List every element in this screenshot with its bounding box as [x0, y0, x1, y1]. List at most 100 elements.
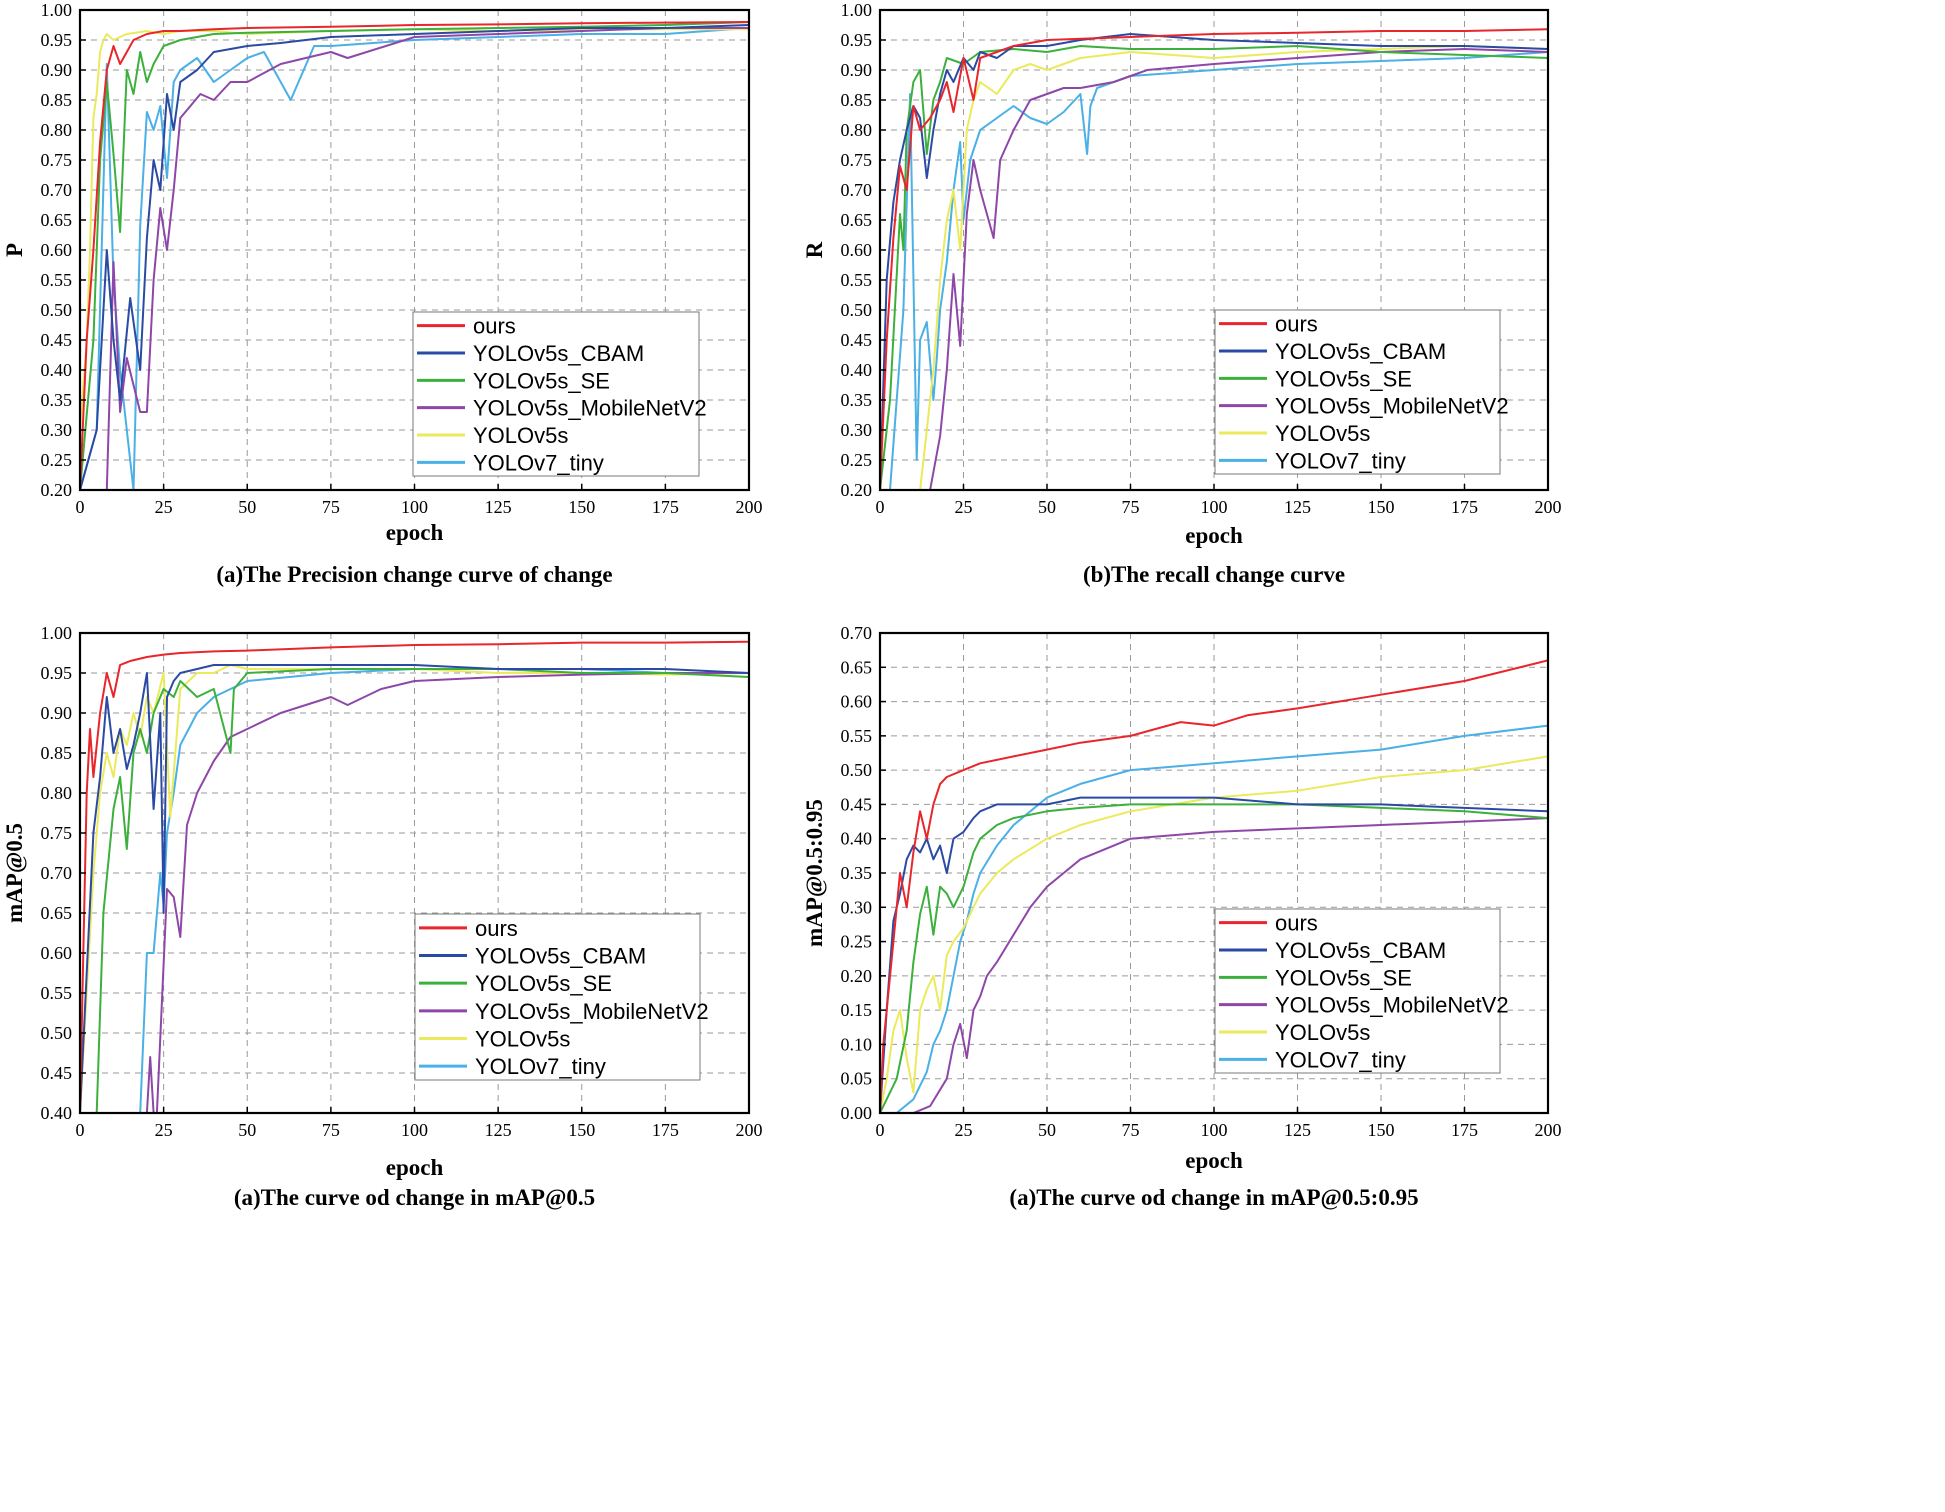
- y-tick-label: 0.20: [41, 480, 73, 500]
- x-tick-label: 125: [1284, 497, 1311, 517]
- plot-frame: [878, 8, 1550, 492]
- x-tick-label: 0: [76, 1120, 85, 1140]
- y-tick-label: 0.55: [841, 270, 873, 290]
- y-tick-label: 0.60: [41, 240, 73, 260]
- series-line-YOLOv5s_SE: [80, 21, 749, 490]
- legend-label: YOLOv5s_CBAM: [473, 341, 644, 366]
- y-tick-label: 0.30: [841, 420, 873, 440]
- x-tick-label: 150: [568, 497, 595, 517]
- y-tick-label: 0.35: [841, 863, 873, 883]
- x-tick-label: 50: [1038, 497, 1056, 517]
- series-line-ours: [80, 21, 749, 490]
- y-tick-label: 0.40: [841, 360, 873, 380]
- legend-label: YOLOv5s_MobileNetV2: [1275, 394, 1509, 419]
- y-tick-label: 0.60: [841, 692, 873, 712]
- series-line-YOLOv5s_MobileNetV2: [880, 48, 1548, 490]
- y-tick-label: 0.60: [841, 240, 873, 260]
- x-axis-title: epoch: [1185, 1148, 1243, 1173]
- legend-label: ours: [1275, 911, 1318, 936]
- x-tick-label: 75: [1122, 497, 1140, 517]
- y-axis-title: mAP@0.5: [2, 823, 28, 923]
- y-tick-label: 0.65: [841, 210, 873, 230]
- y-tick-label: 1.00: [41, 623, 73, 643]
- y-tick-label: 0.55: [41, 983, 73, 1003]
- plot-frame: [78, 631, 751, 1115]
- legend-label: YOLOv7_tiny: [475, 1054, 606, 1079]
- y-tick-label: 0.95: [41, 663, 73, 683]
- legend: oursYOLOv5s_CBAMYOLOv5s_SEYOLOv5s_Mobile…: [1214, 908, 1509, 1074]
- x-tick-label: 175: [1451, 497, 1478, 517]
- chart-caption: (b)The recall change curve: [1083, 562, 1345, 587]
- plot-frame: [78, 8, 751, 492]
- legend-label: YOLOv5s: [475, 1027, 570, 1052]
- y-tick-label: 0.40: [41, 360, 73, 380]
- y-tick-label: 0.55: [41, 270, 73, 290]
- x-tick-label: 75: [322, 497, 340, 517]
- series-line-ours: [80, 640, 749, 1113]
- series-line-YOLOv5s_SE: [880, 45, 1548, 490]
- y-tick-label: 0.25: [41, 450, 73, 470]
- series-line-YOLOv7_tiny: [880, 724, 1548, 1113]
- y-tick-label: 0.95: [841, 30, 873, 50]
- y-tick-label: 0.65: [41, 210, 73, 230]
- legend-label: YOLOv7_tiny: [1275, 1047, 1406, 1072]
- legend-label: YOLOv5s: [473, 423, 568, 448]
- x-tick-label: 75: [1122, 1120, 1140, 1140]
- series-line-YOLOv5s_MobileNetV2: [80, 27, 749, 490]
- y-tick-label: 0.90: [41, 60, 73, 80]
- chart-caption: (a)The Precision change curve of change: [216, 562, 612, 587]
- legend-label: YOLOv5s_SE: [1275, 366, 1412, 391]
- x-tick-label: 200: [1535, 497, 1562, 517]
- y-tick-label: 0.80: [841, 120, 873, 140]
- y-tick-label: 0.70: [841, 623, 873, 643]
- series-lines: [80, 640, 749, 1113]
- y-tick-label: 0.70: [41, 180, 73, 200]
- y-tick-label: 0.85: [41, 90, 73, 110]
- tick-labels: 0 25 50 75 100 125 150 175 200 0.40 0.45 0.50 0.55 0.…: [41, 623, 763, 1140]
- y-tick-label: 0.75: [41, 823, 73, 843]
- chart-caption: (a)The curve od change in mAP@0.5:0.95: [1009, 1185, 1418, 1211]
- y-tick-label: 0.35: [841, 390, 873, 410]
- y-tick-label: 0.50: [41, 1023, 73, 1043]
- x-tick-label: 175: [652, 1120, 679, 1140]
- x-axis-title: epoch: [386, 520, 444, 545]
- series-line-ours: [880, 659, 1548, 1113]
- chart-caption: (a)The curve od change in mAP@0.5: [234, 1185, 595, 1211]
- series-line-YOLOv5s_CBAM: [880, 796, 1548, 1113]
- series-line-ours: [880, 28, 1548, 490]
- series-line-YOLOv5s_SE: [80, 668, 749, 1113]
- y-tick-label: 0.60: [41, 943, 73, 963]
- y-tick-label: 0.65: [41, 903, 73, 923]
- y-tick-label: 0.15: [841, 1000, 873, 1020]
- y-tick-label: 0.45: [841, 330, 873, 350]
- x-tick-label: 125: [1284, 1120, 1311, 1140]
- x-tick-label: 175: [1451, 1120, 1478, 1140]
- y-tick-label: 0.85: [41, 743, 73, 763]
- y-tick-label: 0.00: [841, 1103, 873, 1123]
- legend-label: YOLOv5s: [1275, 1020, 1370, 1045]
- x-tick-label: 200: [1535, 1120, 1562, 1140]
- x-tick-label: 150: [1368, 497, 1395, 517]
- x-tick-label: 100: [401, 1120, 428, 1140]
- y-tick-label: 0.45: [41, 1063, 73, 1083]
- legend-label: YOLOv5s_SE: [1275, 965, 1412, 990]
- y-tick-label: 0.40: [841, 829, 873, 849]
- legend-box: [1214, 908, 1501, 1074]
- legend-label: YOLOv5s_MobileNetV2: [1275, 993, 1509, 1018]
- y-tick-label: 0.20: [841, 480, 873, 500]
- legend-label: YOLOv7_tiny: [1275, 448, 1406, 473]
- y-tick-label: 1.00: [41, 0, 73, 20]
- series-lines: [880, 28, 1548, 490]
- series-line-YOLOv5s: [80, 28, 749, 431]
- legend: oursYOLOv5s_CBAMYOLOv5s_SEYOLOv5s_Mobile…: [414, 913, 709, 1081]
- y-tick-label: 0.85: [841, 90, 873, 110]
- y-tick-label: 0.30: [41, 420, 73, 440]
- y-tick-label: 0.95: [41, 30, 73, 50]
- x-tick-label: 125: [485, 1120, 512, 1140]
- y-tick-label: 0.25: [841, 932, 873, 952]
- y-tick-label: 0.25: [841, 450, 873, 470]
- x-tick-label: 150: [1368, 1120, 1395, 1140]
